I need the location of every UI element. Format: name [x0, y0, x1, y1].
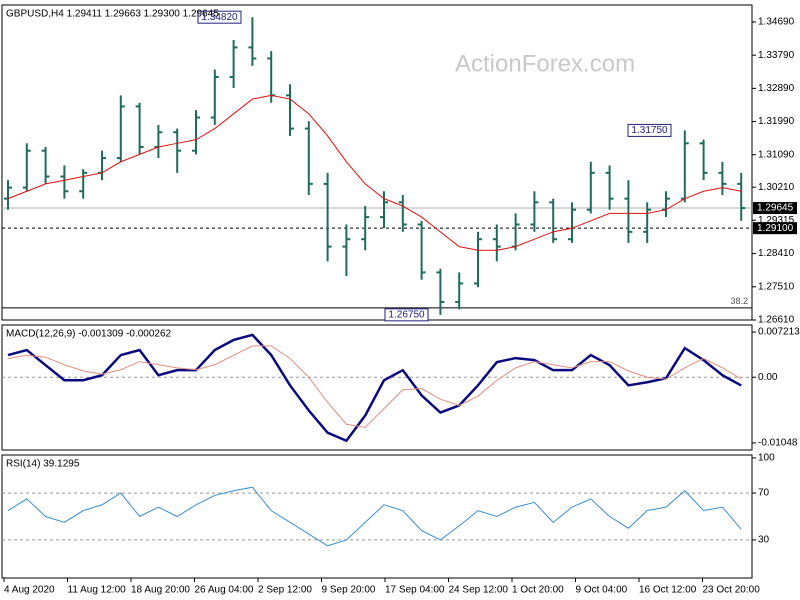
indicator-line — [7, 345, 742, 428]
x-tick-label: 1 Oct 20:00 — [512, 585, 564, 596]
y-tick-label: 1.26610 — [758, 315, 795, 326]
y-tick-label: 70 — [758, 488, 770, 499]
x-tick-label: 4 Aug 2020 — [4, 585, 55, 596]
y-tick-label: 0.007213 — [758, 327, 800, 338]
y-tick-label: 1.34690 — [758, 17, 795, 28]
x-tick-label: 18 Aug 20:00 — [131, 585, 190, 596]
price-tag — [753, 202, 797, 215]
y-tick-label: 1.32890 — [758, 83, 795, 94]
y-tick-label: 1.27510 — [758, 281, 795, 292]
y-tick-label: 100 — [758, 453, 775, 464]
x-tick-label: 23 Oct 20:00 — [703, 585, 761, 596]
panel-frame — [1, 454, 753, 579]
y-tick-label: 1.33790 — [758, 50, 795, 61]
x-tick-label: 2 Sep 12:00 — [258, 585, 312, 596]
x-tick-label: 16 Oct 12:00 — [639, 585, 697, 596]
annotation-box — [627, 123, 672, 137]
y-tick-label: 1.31990 — [758, 116, 795, 127]
y-tick-label: 1.29315 — [758, 215, 795, 226]
x-tick-label: 9 Oct 04:00 — [576, 585, 628, 596]
panel-title: GBPUSD,H4 1.29411 1.29663 1.29300 1.2964… — [6, 9, 219, 20]
annotation-label: 1.34820 — [201, 12, 238, 23]
watermark: ActionForex.com — [455, 50, 635, 77]
x-tick-label: 26 Aug 04:00 — [195, 585, 254, 596]
y-tick-label: 0.00 — [758, 372, 778, 383]
annotation-box — [197, 10, 242, 24]
panel-frame — [1, 324, 753, 451]
y-tick-label: 1.31090 — [758, 149, 795, 160]
indicator-line — [7, 333, 742, 443]
x-tick-label: 24 Sep 12:00 — [449, 585, 509, 596]
price-tag-label: 1.29645 — [757, 203, 794, 214]
price-tag-label: 1.29100 — [757, 223, 794, 234]
fib-label: 38.2 — [730, 296, 748, 306]
y-tick-label: -0.01048 — [758, 438, 798, 449]
annotation-box — [384, 308, 429, 322]
annotation-label: 1.26750 — [388, 309, 425, 320]
panel-title: MACD(12,26,9) -0.001309 -0.000262 — [6, 329, 172, 340]
price-tag — [753, 222, 797, 235]
panel-frame — [1, 4, 753, 321]
x-tick-label: 11 Aug 12:00 — [68, 585, 127, 596]
y-tick-label: 30 — [758, 535, 770, 546]
x-tick-label: 17 Sep 04:00 — [385, 585, 445, 596]
panel-title: RSI(14) 39.1295 — [6, 459, 80, 470]
x-tick-label: 9 Sep 20:00 — [322, 585, 376, 596]
y-tick-label: 1.30210 — [758, 182, 795, 193]
moving-average — [7, 94, 742, 251]
y-tick-label: 1.28410 — [758, 248, 795, 259]
indicator-line — [7, 486, 742, 547]
annotation-label: 1.31750 — [631, 125, 668, 136]
